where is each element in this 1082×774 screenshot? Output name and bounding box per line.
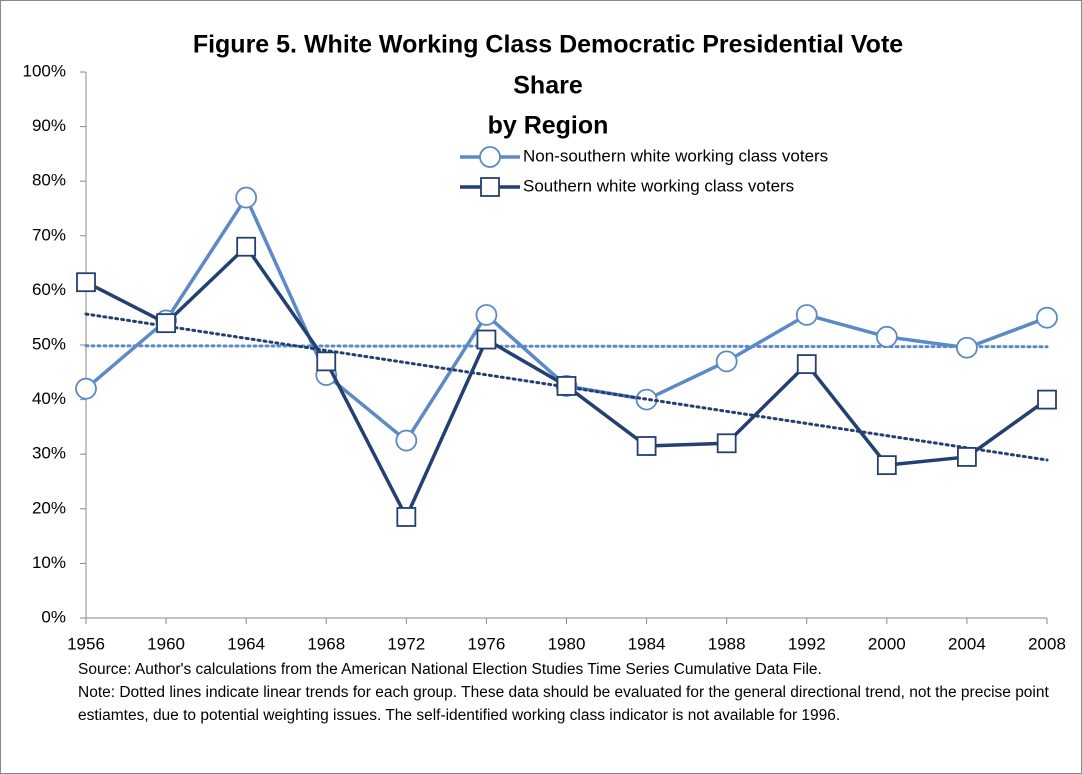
marker	[475, 304, 498, 326]
x-tick-label: 1972	[387, 634, 425, 653]
x-tick-label: 1956	[67, 634, 105, 653]
x-tick-label: 2000	[868, 634, 906, 653]
chart-title: by Region	[488, 112, 609, 140]
marker	[795, 304, 818, 326]
x-tick-label: 1964	[227, 634, 265, 653]
chart-title: Share	[513, 72, 583, 100]
x-tick-label: 1992	[788, 634, 826, 653]
y-tick-label: 80%	[32, 171, 66, 190]
marker	[556, 376, 577, 396]
marker	[396, 507, 417, 527]
marker	[716, 433, 737, 454]
marker	[876, 455, 897, 476]
marker	[75, 377, 97, 400]
legend-label: Southern white working class voters	[523, 176, 794, 195]
marker	[316, 351, 337, 372]
trend-line	[84, 344, 1049, 349]
marker	[636, 436, 657, 456]
marker	[1036, 306, 1058, 329]
marker	[956, 336, 978, 359]
y-tick-label: 0%	[41, 607, 66, 626]
marker	[236, 236, 257, 257]
x-tick-label: 1960	[147, 634, 185, 653]
marker	[957, 447, 977, 467]
marker	[235, 186, 258, 209]
legend-marker	[480, 177, 500, 197]
legend-label: Non-southern white working class voters	[523, 146, 828, 165]
x-tick-label: 1968	[307, 634, 345, 653]
y-tick-label: 40%	[32, 389, 66, 408]
y-tick-label: 70%	[32, 225, 66, 244]
notes: Source: Author's calculations from the A…	[78, 658, 1063, 727]
x-tick-label: 1980	[548, 634, 586, 653]
note: Note: Dotted lines indicate linear trend…	[78, 684, 1049, 724]
x-tick-label: 2004	[948, 634, 986, 653]
y-tick-label: 60%	[32, 280, 66, 299]
marker	[1037, 389, 1057, 410]
y-tick-label: 50%	[32, 334, 66, 353]
marker	[715, 350, 738, 373]
y-tick-label: 90%	[32, 116, 66, 135]
marker	[875, 325, 898, 348]
marker	[395, 429, 418, 452]
y-tick-label: 10%	[32, 553, 66, 572]
y-tick-label: 30%	[32, 444, 66, 463]
marker	[76, 272, 96, 293]
chart-title: Figure 5. White Working Class Democratic…	[193, 31, 903, 59]
y-tick-label: 20%	[32, 498, 66, 517]
marker	[476, 329, 497, 350]
x-tick-label: 1976	[468, 634, 506, 653]
legend-marker	[479, 146, 501, 168]
x-tick-label: 2008	[1028, 634, 1066, 653]
x-tick-label: 1988	[708, 634, 746, 653]
y-tick-label: 100%	[23, 61, 66, 80]
x-tick-label: 1984	[628, 634, 666, 653]
marker	[796, 354, 817, 375]
marker	[156, 313, 176, 334]
source-note: Source: Author's calculations from the A…	[78, 661, 822, 678]
